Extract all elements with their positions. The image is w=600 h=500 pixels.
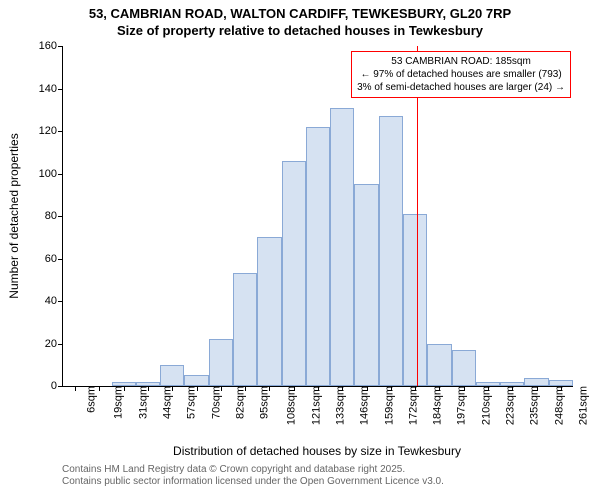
plot-area: 0204060801001201401606sqm19sqm31sqm44sqm… — [62, 46, 573, 387]
x-tick-mark — [391, 386, 392, 391]
y-tick-label: 120 — [39, 125, 63, 137]
x-tick-label: 210sqm — [474, 386, 492, 425]
x-tick-label: 223sqm — [499, 386, 517, 425]
x-tick-mark — [318, 386, 319, 391]
x-tick-mark — [221, 386, 222, 391]
annotation-box: 53 CAMBRIAN ROAD: 185sqm← 97% of detache… — [351, 51, 571, 98]
histogram-bar — [403, 214, 427, 386]
x-axis-title: Distribution of detached houses by size … — [173, 444, 461, 458]
histogram-bar — [427, 344, 451, 387]
histogram-bar — [452, 350, 476, 386]
x-tick-mark — [172, 386, 173, 391]
histogram-bar — [257, 237, 281, 386]
histogram-bar — [282, 161, 306, 386]
x-tick-mark — [197, 386, 198, 391]
x-tick-mark — [367, 386, 368, 391]
x-tick-mark — [269, 386, 270, 391]
x-tick-label: 82sqm — [228, 386, 246, 419]
histogram-bar — [306, 127, 330, 386]
x-tick-label: 57sqm — [180, 386, 198, 419]
x-tick-mark — [537, 386, 538, 391]
histogram-bar — [184, 375, 208, 386]
x-tick-label: 44sqm — [156, 386, 174, 419]
x-tick-mark — [124, 386, 125, 391]
x-tick-label: 248sqm — [547, 386, 565, 425]
x-tick-mark — [148, 386, 149, 391]
footer-line1: Contains HM Land Registry data © Crown c… — [62, 464, 444, 476]
x-tick-mark — [99, 386, 100, 391]
annotation-line1: 53 CAMBRIAN ROAD: 185sqm — [357, 55, 565, 68]
x-tick-mark — [464, 386, 465, 391]
chart-title-line1: 53, CAMBRIAN ROAD, WALTON CARDIFF, TEWKE… — [0, 6, 600, 23]
y-tick-label: 100 — [39, 168, 63, 180]
histogram-bar — [209, 339, 233, 386]
x-tick-label: 146sqm — [353, 386, 371, 425]
x-tick-label: 133sqm — [329, 386, 347, 425]
x-tick-label: 159sqm — [377, 386, 395, 425]
x-tick-mark — [439, 386, 440, 391]
chart-title-line2: Size of property relative to detached ho… — [0, 23, 600, 40]
annotation-line3: 3% of semi-detached houses are larger (2… — [357, 81, 565, 94]
chart-title-block: 53, CAMBRIAN ROAD, WALTON CARDIFF, TEWKE… — [0, 0, 600, 40]
histogram-bar — [379, 116, 403, 386]
x-tick-label: 261sqm — [571, 386, 589, 425]
x-tick-label: 6sqm — [80, 386, 98, 413]
y-tick-label: 20 — [45, 338, 63, 350]
x-tick-mark — [488, 386, 489, 391]
histogram-bar — [500, 382, 524, 386]
x-tick-label: 172sqm — [401, 386, 419, 425]
histogram-bar — [136, 382, 160, 386]
x-tick-label: 121sqm — [304, 386, 322, 425]
y-axis-title: Number of detached properties — [7, 133, 21, 298]
y-tick-label: 0 — [51, 380, 63, 392]
x-tick-label: 19sqm — [107, 386, 125, 419]
x-tick-mark — [245, 386, 246, 391]
histogram-bar — [476, 382, 500, 386]
histogram-bar — [330, 108, 354, 386]
histogram-bar — [233, 273, 257, 386]
x-tick-mark — [561, 386, 562, 391]
footer-line2: Contains public sector information licen… — [62, 476, 444, 488]
histogram-bar — [354, 184, 378, 386]
y-tick-label: 60 — [45, 253, 63, 265]
y-tick-label: 140 — [39, 83, 63, 95]
histogram-bar — [524, 378, 548, 387]
x-tick-label: 70sqm — [204, 386, 222, 419]
y-tick-label: 160 — [39, 40, 63, 52]
x-tick-mark — [75, 386, 76, 391]
x-tick-label: 108sqm — [280, 386, 298, 425]
x-tick-mark — [415, 386, 416, 391]
x-tick-label: 31sqm — [131, 386, 149, 419]
histogram-bar — [549, 380, 573, 386]
x-tick-label: 235sqm — [523, 386, 541, 425]
x-tick-mark — [342, 386, 343, 391]
histogram-bar — [160, 365, 184, 386]
y-tick-label: 80 — [45, 210, 63, 222]
x-tick-label: 197sqm — [450, 386, 468, 425]
x-tick-mark — [294, 386, 295, 391]
footer-credit: Contains HM Land Registry data © Crown c… — [62, 464, 444, 488]
y-tick-label: 40 — [45, 295, 63, 307]
x-tick-label: 184sqm — [426, 386, 444, 425]
histogram-bar — [112, 382, 136, 386]
annotation-line2: ← 97% of detached houses are smaller (79… — [357, 68, 565, 81]
x-tick-label: 95sqm — [253, 386, 271, 419]
histogram-chart: 53, CAMBRIAN ROAD, WALTON CARDIFF, TEWKE… — [0, 0, 600, 500]
x-tick-mark — [512, 386, 513, 391]
